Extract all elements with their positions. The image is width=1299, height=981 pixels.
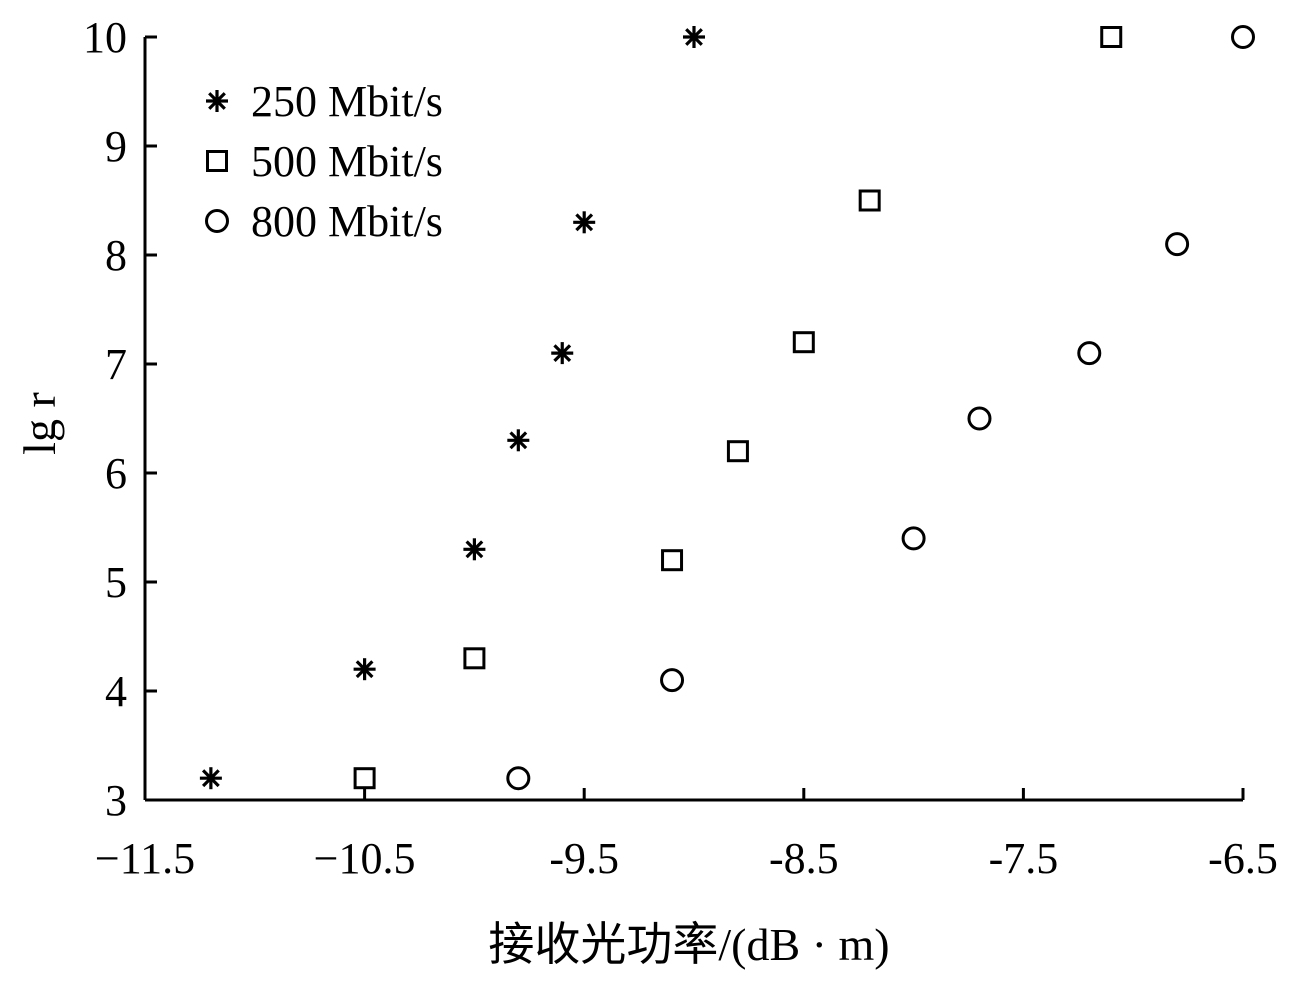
x-tick-label: −10.5 — [314, 834, 416, 883]
legend-label: 800 Mbit/s — [251, 197, 443, 246]
data-point-square — [661, 549, 684, 572]
x-ticks: −11.5 −10.5 -9.5 -8.5 -7.5 -6.5 — [95, 788, 1278, 883]
data-point-circle — [901, 526, 926, 551]
x-tick-label: -7.5 — [989, 834, 1059, 883]
star-stroke — [553, 344, 572, 363]
star-stroke — [208, 92, 226, 110]
data-point-square — [726, 440, 749, 463]
y-tick-label: 10 — [83, 13, 127, 62]
star-stroke — [575, 213, 594, 232]
y-axis-label: lg r — [14, 392, 65, 455]
data-point-circle — [967, 406, 992, 431]
x-axis-label: 接收光功率/(dB · m) — [488, 919, 889, 970]
y-tick-label: 3 — [105, 776, 127, 825]
x-tick-label: −11.5 — [95, 834, 195, 883]
y-tick-label: 9 — [105, 122, 127, 171]
data-point-star — [683, 26, 705, 48]
x-tick-label: -9.5 — [549, 834, 619, 883]
x-tick-label: -6.5 — [1208, 834, 1278, 883]
legend-marker-star — [206, 90, 228, 112]
data-point-star — [353, 658, 376, 681]
data-point-star — [199, 767, 222, 790]
data-point-square — [353, 767, 376, 790]
y-tick-label: 5 — [105, 558, 127, 607]
y-tick-label: 8 — [105, 231, 127, 280]
legend-label: 500 Mbit/s — [251, 137, 443, 186]
axes — [143, 37, 1243, 802]
data-point-star — [551, 342, 574, 365]
legend-label: 250 Mbit/s — [251, 77, 443, 126]
data-marks — [199, 25, 1255, 791]
star-stroke — [685, 28, 703, 46]
y-tick-label: 7 — [105, 340, 127, 389]
data-point-star — [463, 538, 486, 561]
data-point-star — [507, 429, 530, 452]
data-point-square — [792, 331, 815, 354]
data-point-circle — [1165, 232, 1190, 257]
legend: 250 Mbit/s 500 Mbit/s 800 Mbit/s — [205, 77, 443, 246]
star-stroke — [355, 660, 374, 679]
series-square — [353, 26, 1123, 790]
y-tick-label: 4 — [105, 667, 127, 716]
legend-marker-circle — [205, 209, 229, 233]
y-ticks: 3 4 5 6 7 8 9 10 — [83, 13, 157, 825]
data-point-circle — [660, 668, 685, 693]
data-point-circle — [1077, 341, 1102, 366]
y-tick-label: 6 — [105, 449, 127, 498]
series-star — [199, 26, 705, 790]
star-stroke — [509, 431, 528, 450]
data-point-square — [1100, 26, 1123, 48]
series-circle — [506, 25, 1255, 791]
x-tick-label: -8.5 — [769, 834, 839, 883]
data-point-circle — [1231, 25, 1255, 49]
star-stroke — [465, 540, 484, 559]
star-stroke — [201, 769, 220, 788]
data-point-circle — [506, 766, 531, 791]
legend-marker-square — [206, 150, 228, 172]
data-point-square — [463, 647, 486, 670]
data-point-star — [573, 211, 596, 234]
data-point-square — [858, 189, 881, 212]
